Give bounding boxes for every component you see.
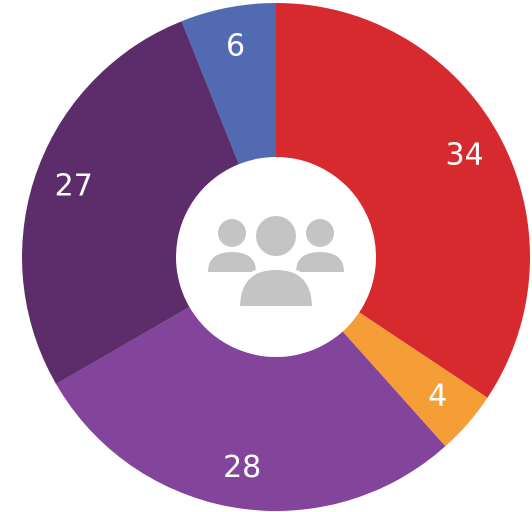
slice	[56, 257, 446, 512]
labels: 34 4 28 27 6	[55, 28, 484, 484]
data-label: 6	[226, 28, 245, 63]
data-label: 4	[428, 379, 447, 414]
people-icon	[208, 212, 344, 310]
data-label: 34	[446, 137, 484, 172]
data-label: 28	[223, 450, 261, 485]
data-label: 27	[55, 169, 93, 204]
